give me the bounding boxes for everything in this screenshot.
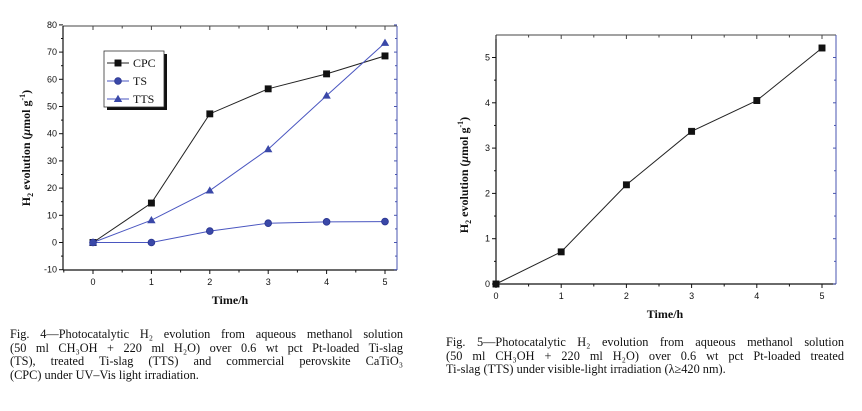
legend-label-ts: TS [133, 74, 147, 88]
legend-marker-tts [113, 94, 123, 102]
figure-4-caption: Fig. 4—Photocatalytic H₂ evolution from … [10, 327, 403, 382]
y-tick-label: 60 [47, 74, 57, 84]
y-tick-label: 0 [485, 279, 490, 289]
legend-marker-cpc [114, 59, 122, 67]
data-point-cpc [206, 110, 214, 118]
x-tick-label: 4 [324, 277, 329, 287]
caption-line: Ti-slag (TTS) under visible-light irradi… [446, 362, 726, 377]
y-tick-label: 80 [47, 20, 57, 30]
data-point-ts [264, 219, 273, 227]
series-line-cpc [92, 55, 386, 243]
series-line-tts [92, 42, 386, 243]
x-tick-label: 2 [624, 291, 629, 301]
data-point-tts [205, 186, 214, 194]
y-tick-label: 2 [485, 188, 490, 198]
data-point-cpc [381, 52, 389, 60]
y-tick-label: 5 [485, 53, 490, 63]
y-tick-label: 20 [47, 183, 57, 193]
legend-label-cpc: CPC [133, 56, 156, 70]
data-point-tts [380, 38, 390, 46]
x-tick-label: 5 [382, 277, 387, 287]
y-axis-title: H2 evolution (μmol g-1) [18, 90, 35, 206]
x-tick-label: 3 [689, 291, 694, 301]
series-line-ts [93, 221, 386, 243]
data-point-tts [557, 248, 565, 256]
x-tick-label: 4 [754, 291, 759, 301]
y-tick-label: 4 [485, 98, 490, 108]
x-tick-label: 1 [149, 277, 154, 287]
legend-label-tts: TTS [133, 92, 154, 106]
data-point-tts [88, 238, 98, 246]
data-point-tts [818, 44, 826, 52]
caption-line: (CPC) under UV–Vis light irradiation. [10, 367, 199, 382]
data-point-tts [264, 145, 273, 153]
x-tick-label: 0 [90, 277, 95, 287]
data-point-tts [688, 127, 696, 135]
series-line-tts [495, 47, 823, 285]
caption-line: Fig. 5—Photocatalytic H₂ evolution from … [446, 335, 844, 349]
data-point-tts [492, 280, 500, 288]
caption-line: (50 ml CH₃OH + 220 ml H₂O) over 0.6 wt p… [446, 348, 844, 363]
data-point-tts [753, 97, 761, 104]
data-point-tts [147, 215, 156, 224]
x-tick-label: 1 [559, 291, 564, 301]
data-point-cpc [323, 70, 331, 78]
data-point-ts [206, 227, 214, 235]
caption-line: (50 ml CH₃OH + 220 ml H₂O) over 0.6 wt p… [10, 340, 403, 355]
y-tick-label: 10 [47, 210, 57, 220]
data-point-cpc [264, 85, 272, 93]
y-tick-label: -10 [44, 265, 57, 275]
y-tick-label: 30 [47, 156, 57, 166]
x-axis-title: Time/h [647, 307, 684, 321]
figure-5-caption: Fig. 5—Photocatalytic H₂ evolution from … [446, 335, 844, 377]
x-tick-label: 5 [819, 291, 824, 301]
legend-box [103, 50, 165, 108]
legend-marker-ts [114, 77, 122, 85]
caption-line: (TS), treated Ti-slag (TTS) and commerci… [10, 354, 403, 369]
data-point-ts [322, 218, 331, 226]
y-tick-label: 3 [485, 143, 490, 153]
y-axis-title: H2 evolution (μmol g-1) [456, 117, 473, 233]
x-axis-title: Time/h [212, 293, 249, 307]
x-tick-label: 0 [493, 291, 498, 301]
y-tick-label: 40 [47, 129, 57, 139]
data-point-cpc [147, 199, 155, 207]
data-point-tts [322, 91, 331, 99]
x-tick-label: 3 [266, 277, 271, 287]
data-point-tts [622, 181, 630, 189]
caption-line: Fig. 4—Photocatalytic H₂ evolution from … [10, 327, 403, 341]
data-point-ts [147, 238, 156, 247]
y-tick-label: 0 [52, 238, 57, 248]
x-tick-label: 2 [207, 277, 212, 287]
data-point-ts [381, 217, 389, 226]
y-tick-label: 1 [485, 234, 490, 244]
y-tick-label: 50 [47, 102, 57, 112]
y-tick-label: 70 [47, 47, 57, 57]
